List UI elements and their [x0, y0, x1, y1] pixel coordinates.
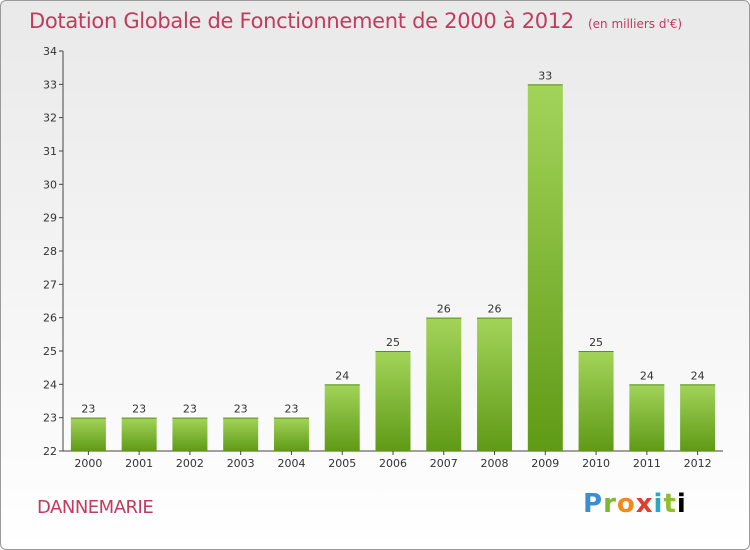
x-tick-label: 2012 [684, 457, 712, 470]
x-tick-label: 2003 [227, 457, 255, 470]
data-label: 33 [538, 69, 552, 82]
y-tick-label: 32 [43, 112, 57, 125]
data-label: 24 [691, 369, 705, 382]
data-label: 23 [234, 403, 248, 416]
y-tick-label: 27 [43, 278, 57, 291]
data-label: 25 [386, 336, 400, 349]
data-label: 24 [335, 369, 349, 382]
y-tick-label: 31 [43, 145, 57, 158]
y-tick-label: 28 [43, 245, 57, 258]
y-tick-label: 24 [43, 378, 57, 391]
bar-2010 [578, 351, 614, 451]
chart-unit: (en milliers d'€) [587, 17, 683, 31]
proxiti-logo: Proxiti [583, 489, 687, 519]
bar-2011 [629, 384, 665, 451]
x-tick-label: 2010 [582, 457, 610, 470]
y-tick-label: 23 [43, 412, 57, 425]
logo-letter: P [583, 489, 604, 519]
data-label: 23 [132, 403, 146, 416]
data-label: 23 [81, 403, 95, 416]
y-tick-label: 22 [43, 445, 57, 458]
data-label: 23 [284, 403, 298, 416]
bar-2004 [273, 417, 309, 451]
bar-2000 [70, 417, 106, 451]
bar-2009 [527, 84, 563, 451]
y-tick-label: 26 [43, 312, 57, 325]
chart-title-text: Dotation Globale de Fonctionnement de 20… [29, 9, 574, 33]
data-label: 26 [488, 303, 502, 316]
bar-2002 [172, 417, 208, 451]
bar-2005 [324, 384, 360, 451]
logo-letter: t [663, 489, 677, 519]
data-label: 24 [640, 369, 654, 382]
bar-2006 [375, 351, 411, 451]
chart-labels: 2000 23 2001 23 2002 23 2003 23 2004 23 2005 24 2006… [74, 69, 711, 470]
x-tick-label: 2007 [430, 457, 458, 470]
y-tick-label: 34 [43, 45, 57, 58]
x-tick-label: 2004 [277, 457, 305, 470]
x-tick-label: 2005 [328, 457, 356, 470]
logo-letter: r [603, 489, 617, 519]
y-tick-label: 29 [43, 212, 57, 225]
x-tick-label: 2008 [481, 457, 509, 470]
y-tick-label: 30 [43, 178, 57, 191]
x-tick-label: 2011 [633, 457, 661, 470]
x-tick-label: 2009 [531, 457, 559, 470]
data-label: 25 [589, 336, 603, 349]
logo-letter: o [616, 489, 636, 519]
bar-2008 [477, 317, 513, 451]
x-tick-label: 2001 [125, 457, 153, 470]
data-label: 26 [437, 303, 451, 316]
logo-letter: i [653, 489, 664, 519]
bar-2012 [680, 384, 716, 451]
x-tick-label: 2006 [379, 457, 407, 470]
x-tick-label: 2002 [176, 457, 204, 470]
bar-2003 [223, 417, 259, 451]
chart-axes: 22 23 24 25 26 27 28 29 30 31 32 33 34 [43, 45, 723, 458]
commune-name: DANNEMARIE [37, 497, 154, 518]
data-label: 23 [183, 403, 197, 416]
x-tick-label: 2000 [74, 457, 102, 470]
chart-bars [70, 84, 716, 451]
bar-2007 [426, 317, 462, 451]
chart-title: Dotation Globale de Fonctionnement de 20… [29, 9, 682, 33]
logo-letter: i [676, 489, 687, 519]
bar-2001 [121, 417, 157, 451]
logo-letter: x [635, 489, 654, 519]
y-tick-label: 25 [43, 345, 57, 358]
y-tick-label: 33 [43, 78, 57, 91]
